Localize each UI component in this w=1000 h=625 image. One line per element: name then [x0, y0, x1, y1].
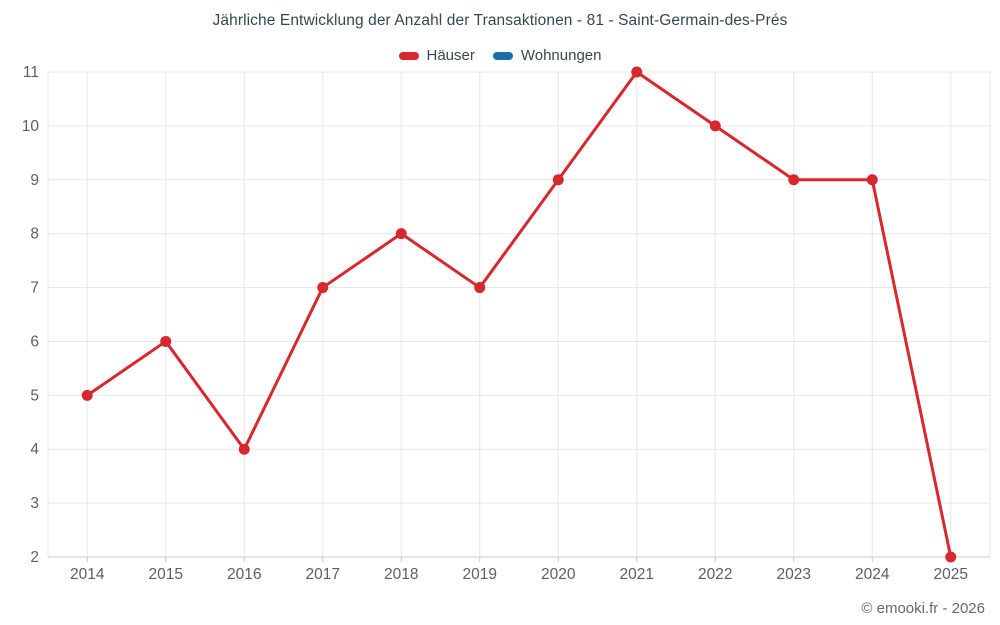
legend-item-wohnungen[interactable]: Wohnungen: [492, 47, 602, 64]
credit-watermark[interactable]: © emooki.fr - 2026: [861, 600, 985, 617]
data-point-häuser-2024[interactable]: [866, 174, 878, 186]
y-tick-label: 8: [30, 226, 39, 243]
x-tick-label: 2021: [620, 566, 654, 583]
data-point-häuser-2022[interactable]: [709, 120, 721, 132]
x-tick-label: 2022: [698, 566, 732, 583]
x-tick-label: 2020: [541, 566, 576, 583]
data-point-häuser-2020[interactable]: [552, 174, 564, 186]
x-tick-label: 2023: [777, 566, 811, 583]
data-point-häuser-2017[interactable]: [317, 282, 329, 294]
y-tick-label: 10: [22, 118, 40, 135]
y-tick-label: 9: [30, 172, 39, 189]
data-point-häuser-2014[interactable]: [81, 389, 93, 401]
x-tick-label: 2017: [306, 566, 340, 583]
data-point-häuser-2023[interactable]: [788, 174, 800, 186]
x-tick-label: 2025: [934, 566, 968, 583]
series-line-häuser: [85, 70, 953, 559]
legend-swatch-icon: [398, 51, 419, 60]
legend-label: Häuser: [426, 47, 475, 64]
y-tick-label: 5: [30, 387, 39, 404]
chart-title: Jährliche Entwicklung der Anzahl der Tra…: [212, 12, 788, 29]
legend-item-häuser[interactable]: Häuser: [398, 47, 475, 64]
y-tick-label: 7: [30, 280, 39, 297]
x-tick-label: 2019: [463, 566, 497, 583]
y-tick-label: 6: [30, 333, 39, 350]
x-tick-label: 2015: [149, 566, 183, 583]
data-point-häuser-2018[interactable]: [395, 228, 407, 240]
data-point-häuser-2019[interactable]: [474, 282, 486, 294]
data-point-häuser-2015[interactable]: [160, 335, 172, 347]
data-point-häuser-2025[interactable]: [945, 551, 957, 563]
x-tick-label: 2024: [855, 566, 890, 583]
data-point-häuser-2016[interactable]: [238, 443, 250, 455]
y-tick-label: 2: [30, 549, 39, 566]
legend-swatch-icon: [492, 51, 513, 60]
x-tick-label: 2018: [384, 566, 418, 583]
y-tick-label: 11: [23, 64, 39, 81]
y-tick-label: 4: [30, 441, 39, 458]
data-point-häuser-2021[interactable]: [631, 66, 643, 78]
legend-label: Wohnungen: [520, 47, 602, 64]
x-tick-label: 2016: [227, 566, 261, 583]
x-tick-label: 2014: [70, 566, 105, 583]
y-tick-label: 3: [30, 495, 39, 512]
chart-legend: Häuser Wohnungen: [0, 47, 1000, 64]
